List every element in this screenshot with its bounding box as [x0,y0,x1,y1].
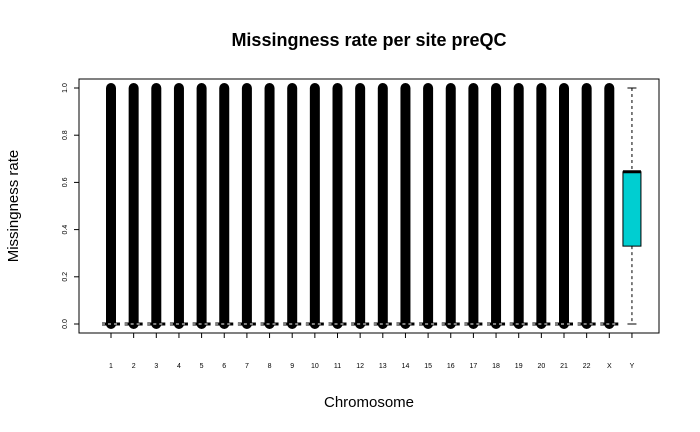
x-tick-label: 3 [154,363,158,370]
x-tick-label: 8 [268,363,272,370]
boxes-group [102,83,642,329]
y-tick-label: 0.0 [62,319,69,329]
y-tick-label: 0.2 [62,272,69,282]
box-6 [215,83,234,329]
box-17 [464,83,483,329]
y-axis-label: Missingness rate [5,150,22,263]
box-11 [328,83,347,329]
x-tick-label: 6 [222,363,226,370]
box-8 [260,83,279,329]
box-5 [192,83,211,329]
x-tick-label: 7 [245,363,249,370]
box-3 [147,83,166,329]
chart-title: Missingness rate per site preQC [231,30,506,50]
box-22 [577,83,596,329]
x-tick-label: 20 [537,363,545,370]
x-axis-label: Chromosome [324,394,414,411]
box-14 [396,83,415,329]
box-10 [305,83,324,329]
box-19 [509,83,528,329]
x-tick-label: 2 [132,363,136,370]
x-tick-label: 16 [447,363,455,370]
x-tick-label: 11 [334,363,341,370]
box-13 [373,83,392,329]
x-tick-label: 18 [492,363,500,370]
x-tick-label: 13 [379,363,387,370]
x-tick-label: 12 [356,363,364,370]
box-9 [283,83,302,329]
x-tick-label: 21 [560,363,568,370]
box-2 [124,83,143,329]
box-Y [622,87,642,325]
box-20 [532,83,551,329]
x-tick-label: 14 [402,363,410,370]
box-12 [351,83,370,329]
x-tick-label: 5 [200,363,204,370]
y-tick-label: 1.0 [62,83,69,93]
x-tick-label: Y [630,363,635,370]
x-tick-label: X [607,363,612,370]
x-tick-label: 4 [177,363,181,370]
box-rect [622,171,642,247]
y-tick-label: 0.4 [62,225,69,235]
box-16 [441,83,460,329]
box-X [600,83,619,329]
x-tick-label: 22 [583,363,591,370]
x-tick-label: 1 [109,363,113,370]
box-21 [555,83,573,329]
x-tick-label: 9 [290,363,294,370]
box-7 [237,83,256,329]
box-1 [102,83,120,329]
box-15 [419,83,438,329]
x-axis: 1 2 3 4 5 6 7 8 9 10 11 12 13 14 15 16 17 18 19 20 21 22 X Y [109,333,635,370]
y-tick-label: 0.6 [62,177,69,187]
x-tick-label: 17 [470,363,478,370]
box-4 [169,83,188,329]
plot-frame [78,78,660,334]
x-tick-label: 19 [515,363,523,370]
y-axis: 0.0 0.2 0.4 0.6 0.8 1.0 [62,83,79,329]
box-18 [487,83,506,329]
x-tick-label: 10 [311,363,319,370]
y-tick-label: 0.8 [62,130,69,140]
x-tick-label: 15 [424,363,432,370]
